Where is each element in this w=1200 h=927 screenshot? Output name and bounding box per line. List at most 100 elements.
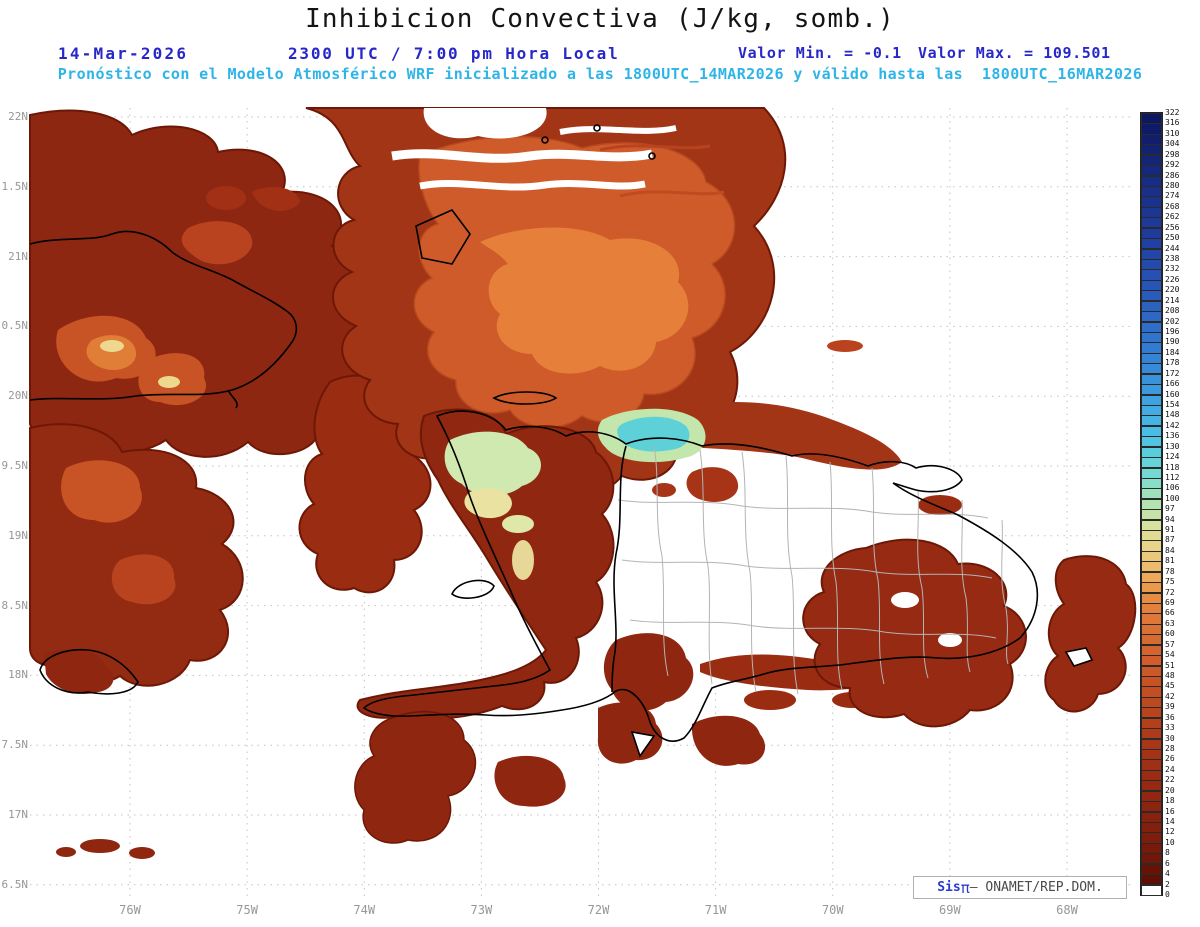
y-tick-label: 1.5N	[1, 179, 29, 193]
colorbar-tick-label: 316	[1165, 118, 1180, 128]
colorbar-tick-label: 0	[1165, 890, 1170, 899]
colorbar-tick-label: 22	[1165, 775, 1175, 785]
colorbar-segment	[1141, 884, 1162, 896]
colorbar-tick-label: 250	[1165, 233, 1180, 243]
forecast-time: 2300 UTC / 7:00 pm Hora Local	[288, 44, 620, 63]
pi-icon: π	[960, 878, 970, 897]
colorbar-segment	[1141, 749, 1162, 761]
colorbar-segment	[1141, 238, 1162, 250]
colorbar-tick-label: 48	[1165, 671, 1175, 681]
field-band-north-coast	[633, 401, 902, 470]
colorbar-segment	[1141, 175, 1162, 187]
colorbar-segment	[1141, 644, 1162, 656]
field-blob-mona-passage	[1044, 555, 1137, 713]
colorbar-tick-label: 238	[1165, 253, 1180, 263]
coast-jamaica	[39, 648, 139, 695]
y-tick-label: 18N	[8, 668, 28, 682]
colorbar-segment	[1141, 321, 1162, 333]
x-tick-label: 73W	[470, 903, 493, 917]
colorbar-tick-label: 14	[1165, 817, 1175, 826]
colorbar-segment	[1141, 509, 1162, 521]
colorbar-tick-label: 160	[1165, 389, 1180, 399]
cin-shaded-field	[29, 107, 1137, 859]
coastlines	[29, 124, 1094, 758]
colorbar-tick-label: 310	[1165, 128, 1180, 138]
colorbar-segment	[1141, 352, 1162, 364]
colorbar-tick-label: 30	[1165, 733, 1175, 743]
colorbar-tick-label: 66	[1165, 608, 1175, 618]
colorbar-segment	[1141, 373, 1162, 385]
colorbar-segment	[1141, 811, 1162, 823]
page-title: Inhibicion Convectiva (J/kg, somb.)	[305, 4, 895, 34]
colorbar-tick-label: 256	[1165, 222, 1180, 232]
x-tick-label: 72W	[587, 903, 610, 917]
colorbar-tick-label: 36	[1165, 712, 1175, 722]
colorbar-segment	[1141, 561, 1162, 573]
colorbar-segment	[1141, 248, 1162, 260]
colorbar-tick-label: 20	[1165, 785, 1175, 795]
colorbar-segment	[1141, 728, 1162, 740]
colorbar-tick-label: 26	[1165, 754, 1175, 764]
colorbar-segment	[1141, 540, 1162, 552]
field-blob-southwest	[29, 423, 244, 687]
colorbar-segment	[1141, 519, 1162, 531]
colorbar-segment	[1141, 446, 1162, 458]
colorbar-segment	[1141, 603, 1162, 615]
y-tick-label: 8.5N	[1, 598, 29, 612]
coast-turks-islet-2	[593, 124, 601, 132]
y-tick-label: 9.5N	[1, 459, 29, 472]
coast-guantanamo-bay	[227, 389, 238, 409]
colorbar-segment	[1141, 123, 1162, 135]
coast-turks-islet-3	[648, 152, 656, 160]
colorbar-segment	[1141, 801, 1162, 813]
colorbar-tick-label: 72	[1165, 587, 1175, 597]
x-tick-label: 70W	[821, 903, 844, 917]
colorbar-segment	[1141, 227, 1162, 239]
colorbar-segment	[1141, 311, 1162, 323]
colorbar-segment	[1141, 655, 1162, 667]
colorbar-tick-label: 4	[1165, 869, 1170, 879]
colorbar-tick-label: 280	[1165, 180, 1180, 190]
colorbar-segment	[1141, 769, 1162, 781]
colorbar-segment	[1141, 185, 1162, 198]
x-tick-label: 76W	[119, 903, 141, 917]
colorbar-segment	[1141, 592, 1162, 604]
colorbar-tick-label: 130	[1165, 441, 1180, 451]
colorbar-tick-label: 24	[1165, 764, 1175, 774]
colorbar-tick-label: 214	[1165, 295, 1180, 305]
colorbar-segment	[1141, 780, 1162, 792]
colorbar-tick-label: 292	[1165, 160, 1180, 170]
colorbar-segment	[1141, 467, 1162, 479]
colorbar-tick-label: 244	[1165, 243, 1180, 253]
colorbar-tick-label: 304	[1165, 139, 1180, 149]
colorbar-segment	[1141, 665, 1162, 677]
colorbar-segment	[1141, 384, 1162, 396]
model-info-line: Pronóstico con el Modelo Atmosférico WRF…	[57, 65, 1143, 83]
colorbar-segment	[1141, 634, 1162, 646]
colorbar-tick-label: 12	[1165, 827, 1175, 837]
colorbar-tick-label: 91	[1165, 525, 1175, 535]
colorbar-tick-label: 87	[1165, 535, 1175, 545]
colorbar-tick-label: 196	[1165, 326, 1180, 336]
border-haiti-dr	[611, 445, 627, 693]
watermark-sis: Sis	[937, 880, 961, 895]
colorbar-tick-label: 262	[1165, 212, 1180, 222]
colorbar-tick-label: 28	[1165, 744, 1175, 754]
colorbar-tick-label: 178	[1165, 358, 1180, 368]
colorbar-segment	[1141, 822, 1162, 834]
colorbar-segment	[1141, 258, 1162, 271]
colorbar-tick-label: 118	[1165, 462, 1180, 472]
colorbar-segment	[1141, 842, 1162, 854]
y-tick-label: 6.5N	[1, 877, 29, 891]
colorbar-segment	[1141, 415, 1162, 427]
colorbar-segment	[1141, 133, 1162, 145]
colorbar-tick-label: 286	[1165, 170, 1180, 180]
colorbar-segment	[1141, 154, 1162, 166]
colorbar-segment	[1141, 404, 1162, 417]
colorbar-segment	[1141, 342, 1162, 354]
colorbar-segment	[1141, 477, 1162, 490]
coast-tortuga-island	[492, 391, 558, 405]
colorbar-tick-label: 148	[1165, 410, 1180, 420]
colorbar-segment	[1141, 530, 1162, 542]
